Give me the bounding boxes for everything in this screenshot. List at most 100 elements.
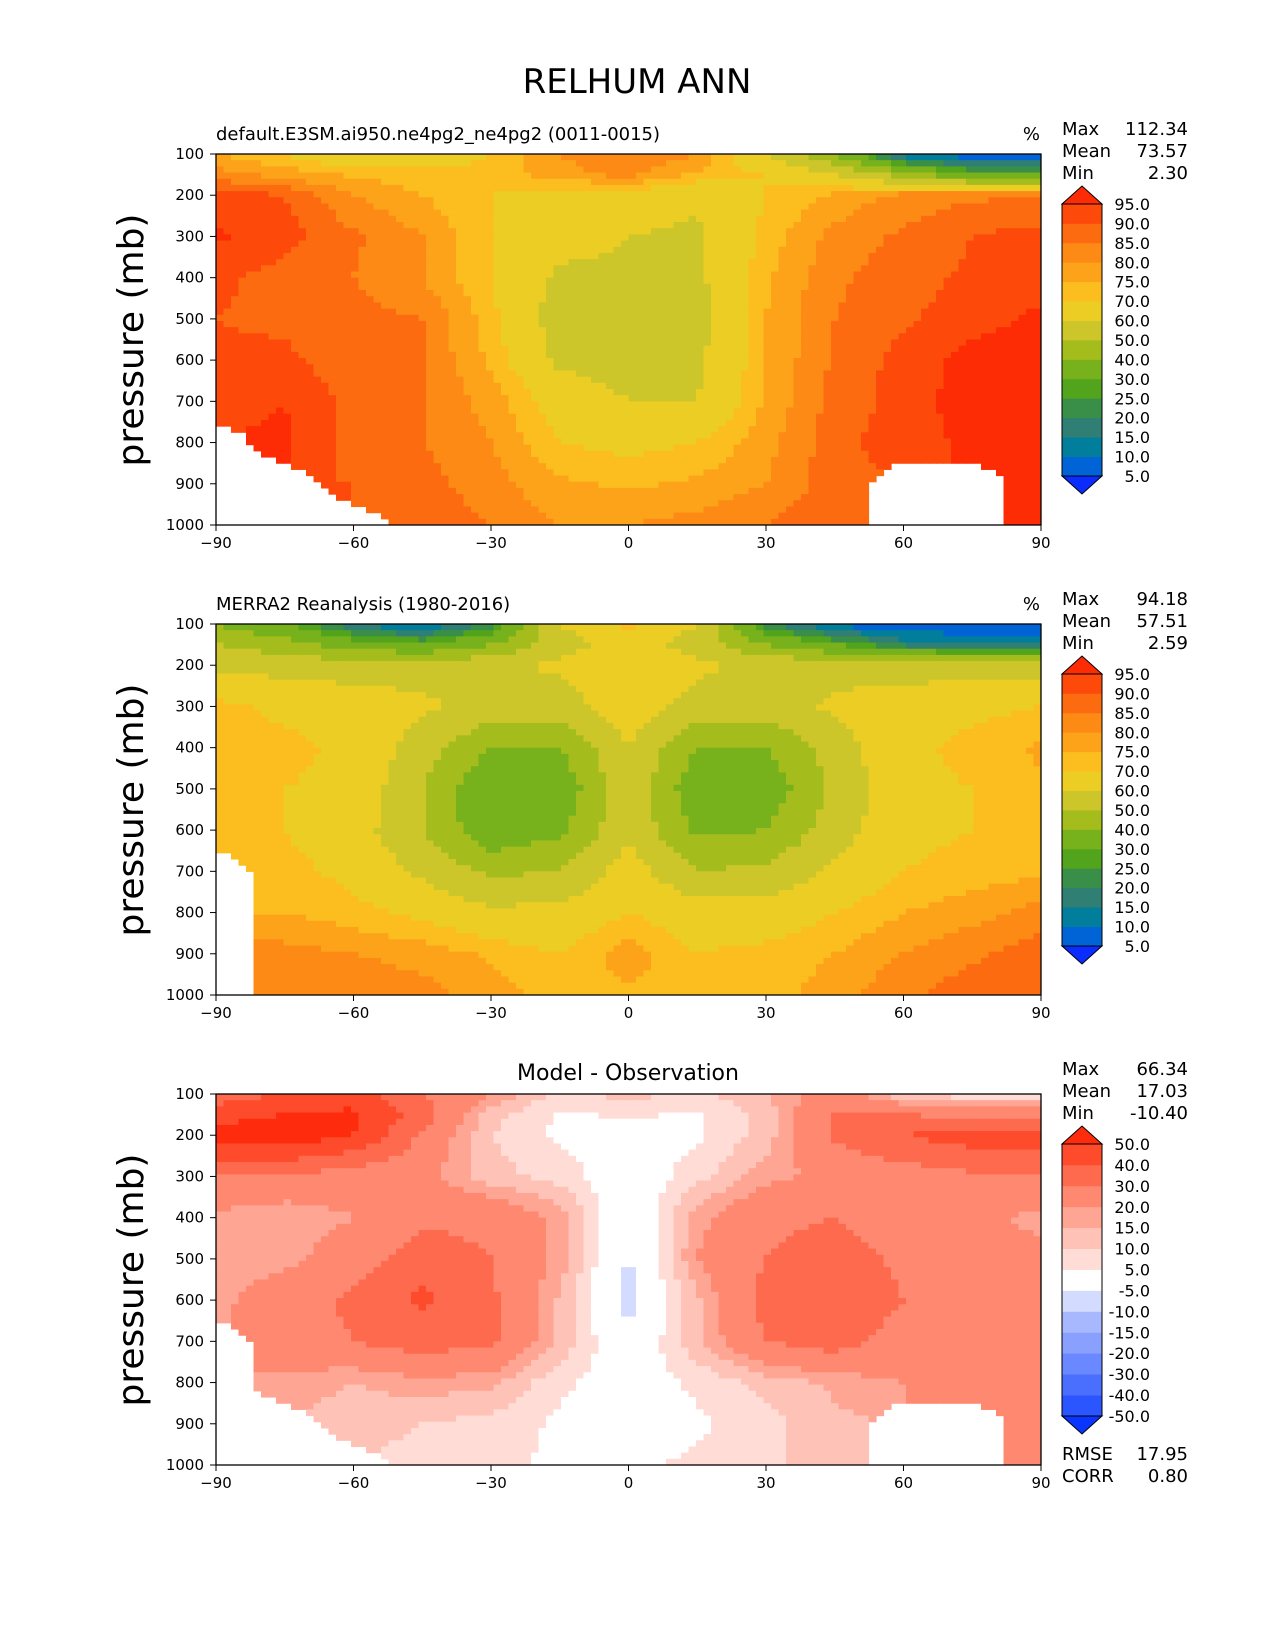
contour-cell [561, 314, 570, 322]
contour-cell [876, 277, 885, 285]
contour-cell [1011, 358, 1020, 365]
contour-cell [793, 413, 802, 421]
contour-cell [748, 364, 757, 372]
contour-cell [891, 172, 900, 180]
contour-cell [298, 364, 307, 372]
contour-cell [868, 265, 877, 273]
contour-cell [403, 222, 412, 229]
contour-cell [463, 290, 472, 297]
contour-cell [261, 333, 270, 341]
contour-cell [846, 308, 855, 316]
contour-cell [741, 370, 750, 378]
contour-cell [628, 172, 637, 180]
contour-cell [373, 358, 382, 365]
contour-cell [958, 271, 967, 279]
contour-cell [846, 320, 855, 328]
contour-cell [306, 184, 315, 192]
contour-cell [898, 290, 907, 297]
contour-cell [508, 271, 517, 279]
contour-cell [411, 333, 420, 341]
contour-cell [576, 277, 585, 285]
contour-cell [921, 209, 930, 217]
contour-cell [531, 413, 540, 421]
contour-cell [261, 265, 270, 273]
contour-cell [966, 401, 975, 409]
contour-cell [336, 333, 345, 341]
contour-cell [306, 388, 315, 396]
contour-cell [786, 364, 795, 372]
contour-cell [951, 178, 960, 186]
contour-cell [891, 197, 900, 205]
contour-cell [553, 154, 562, 161]
contour-cell [283, 203, 292, 211]
contour-cell [996, 407, 1005, 415]
contour-cell [958, 339, 967, 347]
contour-cell [861, 339, 870, 347]
contour-cell [651, 203, 660, 211]
contour-cell [1011, 234, 1020, 242]
contour-cell [966, 426, 975, 433]
contour-cell [321, 327, 330, 334]
contour-cell [883, 209, 892, 217]
contour-cell [778, 388, 787, 396]
contour-cell [643, 413, 652, 421]
contour-cell [756, 302, 765, 310]
contour-cell [681, 184, 690, 192]
contour-cell [366, 382, 375, 390]
contour-cell [711, 382, 720, 390]
contour-cell [336, 290, 345, 297]
contour-cell [748, 339, 757, 347]
contour-cell [516, 388, 525, 396]
contour-cell [268, 271, 277, 279]
contour-cell [418, 339, 427, 347]
contour-cell [486, 302, 495, 310]
contour-cell [396, 191, 405, 198]
contour-cell [718, 327, 727, 334]
contour-cell [823, 333, 832, 341]
contour-cell [516, 172, 525, 180]
contour-cell [831, 184, 840, 192]
contour-cell [628, 358, 637, 365]
contour-cell [538, 271, 547, 279]
contour-cell [426, 407, 435, 415]
contour-cell [651, 370, 660, 378]
contour-cell [793, 327, 802, 334]
contour-cell [508, 283, 517, 291]
contour-cell [538, 388, 547, 396]
contour-cell [441, 302, 450, 310]
contour-cell [321, 228, 330, 235]
contour-cell [418, 166, 427, 174]
contour-cell [628, 302, 637, 310]
contour-cell [673, 419, 682, 427]
contour-cell [673, 160, 682, 167]
contour-cell [913, 388, 922, 396]
contour-cell [246, 395, 255, 402]
contour-cell [523, 401, 532, 409]
contour-cell [388, 407, 397, 415]
contour-cell [403, 178, 412, 186]
contour-cell [861, 358, 870, 365]
contour-cell [343, 178, 352, 186]
contour-cell [928, 283, 937, 291]
contour-cell [313, 314, 322, 322]
contour-cell [381, 203, 390, 211]
contour-cell [306, 191, 315, 198]
contour-cell [306, 296, 315, 303]
contour-cell [726, 283, 735, 291]
contour-cell [823, 246, 832, 254]
contour-cell [816, 290, 825, 297]
contour-cell [808, 426, 817, 433]
contour-cell [268, 364, 277, 372]
contour-cell [433, 197, 442, 205]
contour-cell [696, 252, 705, 260]
contour-cell [741, 166, 750, 174]
contour-cell [928, 197, 937, 205]
contour-cell [621, 252, 630, 260]
contour-cell [426, 296, 435, 303]
contour-cell [283, 184, 292, 192]
contour-cell [223, 376, 232, 384]
contour-cell [771, 209, 780, 217]
contour-cell [951, 191, 960, 198]
contour-cell [351, 320, 360, 328]
contour-cell [688, 327, 697, 334]
